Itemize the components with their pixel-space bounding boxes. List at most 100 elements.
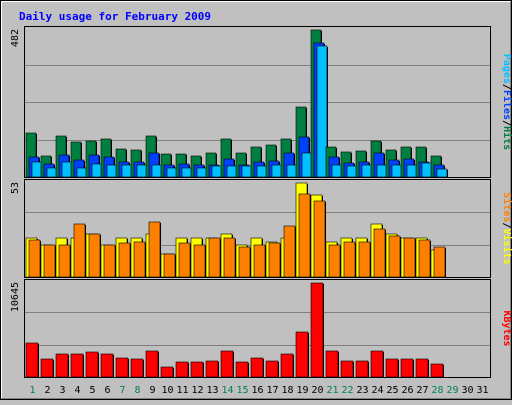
bar-pages-day-22 xyxy=(346,165,358,178)
bar-kbytes-day-11 xyxy=(175,361,189,378)
axis-label-part: / xyxy=(501,84,512,90)
day-label-7: 7 xyxy=(119,385,125,396)
bar-kbytes-day-3 xyxy=(55,353,69,378)
bar-pages-day-20 xyxy=(316,45,328,178)
bar-pages-day-21 xyxy=(331,164,343,178)
bar-pages-day-7 xyxy=(121,164,133,178)
bar-pages-day-3 xyxy=(61,161,73,178)
bar-sites-day-28 xyxy=(433,246,446,278)
bar-sites-day-26 xyxy=(403,237,416,278)
day-label-25: 25 xyxy=(386,385,398,396)
bar-sites-day-12 xyxy=(193,244,206,278)
day-label-10: 10 xyxy=(161,385,173,396)
bar-kbytes-day-27 xyxy=(415,358,429,378)
day-label-16: 16 xyxy=(251,385,263,396)
bar-sites-day-27 xyxy=(418,239,431,278)
day-label-14: 14 xyxy=(221,385,233,396)
bar-sites-day-13 xyxy=(208,237,221,278)
day-label-21: 21 xyxy=(326,385,338,396)
bar-sites-day-5 xyxy=(88,233,101,278)
axis-label-requests: Pages/Files/Hits xyxy=(501,54,512,150)
axis-label-part: / xyxy=(501,222,512,228)
bar-sites-day-4 xyxy=(73,223,86,278)
bar-kbytes-day-23 xyxy=(355,360,369,378)
bar-kbytes-day-7 xyxy=(115,357,129,378)
bar-pages-day-5 xyxy=(91,163,103,178)
bar-sites-day-3 xyxy=(58,244,71,278)
axis-label-visitors: Sites/Visits xyxy=(501,192,512,264)
bar-pages-day-8 xyxy=(136,164,148,178)
bar-sites-day-23 xyxy=(358,241,371,278)
bar-kbytes-day-16 xyxy=(250,357,264,378)
bar-kbytes-day-13 xyxy=(205,360,219,378)
bar-sites-day-24 xyxy=(373,228,386,278)
day-label-2: 2 xyxy=(44,385,50,396)
bar-pages-day-9 xyxy=(151,164,163,178)
bar-pages-day-15 xyxy=(241,165,253,178)
bar-sites-day-17 xyxy=(268,242,281,278)
bar-sites-day-9 xyxy=(148,221,161,278)
bar-kbytes-day-4 xyxy=(70,353,84,378)
bar-pages-day-4 xyxy=(76,167,88,178)
axis-label-part: Sites xyxy=(501,192,512,222)
day-label-1: 1 xyxy=(29,385,35,396)
bar-pages-day-6 xyxy=(106,164,118,178)
axis-label-part: Pages xyxy=(501,54,512,84)
day-label-31: 31 xyxy=(476,385,488,396)
bar-pages-day-1 xyxy=(31,161,43,178)
bar-sites-day-8 xyxy=(133,241,146,278)
bar-pages-day-24 xyxy=(376,164,388,178)
bar-kbytes-day-26 xyxy=(400,358,414,378)
bar-pages-day-12 xyxy=(196,167,208,178)
bar-kbytes-day-25 xyxy=(385,358,399,378)
chart-title: Daily usage for February 2009 xyxy=(19,10,211,23)
axis-label-kbytes: KBytes xyxy=(501,310,512,346)
bar-sites-day-2 xyxy=(43,244,56,278)
bar-pages-day-13 xyxy=(211,165,223,178)
day-label-13: 13 xyxy=(206,385,218,396)
day-label-4: 4 xyxy=(74,385,80,396)
bar-kbytes-day-24 xyxy=(370,350,384,378)
bar-pages-day-19 xyxy=(301,152,313,178)
bar-sites-day-7 xyxy=(118,242,131,278)
day-label-29: 29 xyxy=(446,385,458,396)
day-label-26: 26 xyxy=(401,385,413,396)
day-label-24: 24 xyxy=(371,385,383,396)
bar-kbytes-day-21 xyxy=(325,350,339,378)
day-label-27: 27 xyxy=(416,385,428,396)
bar-sites-day-22 xyxy=(343,241,356,278)
bar-kbytes-day-14 xyxy=(220,350,234,378)
bar-pages-day-10 xyxy=(166,167,178,178)
max-label-requests: 482 xyxy=(10,29,21,47)
bar-sites-day-18 xyxy=(283,225,296,278)
day-label-30: 30 xyxy=(461,385,473,396)
bar-pages-day-25 xyxy=(391,164,403,178)
bar-pages-day-26 xyxy=(406,164,418,178)
max-label-visitors: 53 xyxy=(10,182,21,194)
day-label-15: 15 xyxy=(236,385,248,396)
bar-pages-day-11 xyxy=(181,167,193,178)
bar-sites-day-10 xyxy=(163,253,176,278)
bar-kbytes-day-5 xyxy=(85,351,99,378)
bar-kbytes-day-28 xyxy=(430,363,444,378)
day-label-17: 17 xyxy=(266,385,278,396)
bar-kbytes-day-18 xyxy=(280,353,294,378)
bar-sites-day-20 xyxy=(313,200,326,278)
bar-kbytes-day-8 xyxy=(130,358,144,378)
bar-kbytes-day-20 xyxy=(310,282,324,378)
bar-kbytes-day-22 xyxy=(340,360,354,378)
day-label-20: 20 xyxy=(311,385,323,396)
day-label-9: 9 xyxy=(149,385,155,396)
day-label-28: 28 xyxy=(431,385,443,396)
bar-pages-day-16 xyxy=(256,165,268,178)
bar-sites-day-1 xyxy=(28,239,41,278)
day-label-19: 19 xyxy=(296,385,308,396)
bar-pages-day-14 xyxy=(226,165,238,178)
bar-kbytes-day-9 xyxy=(145,350,159,378)
bar-sites-day-21 xyxy=(328,244,341,278)
day-label-11: 11 xyxy=(176,385,188,396)
max-label-kbytes: 10645 xyxy=(10,282,21,312)
day-label-3: 3 xyxy=(59,385,65,396)
axis-label-part: Hits xyxy=(501,126,512,150)
